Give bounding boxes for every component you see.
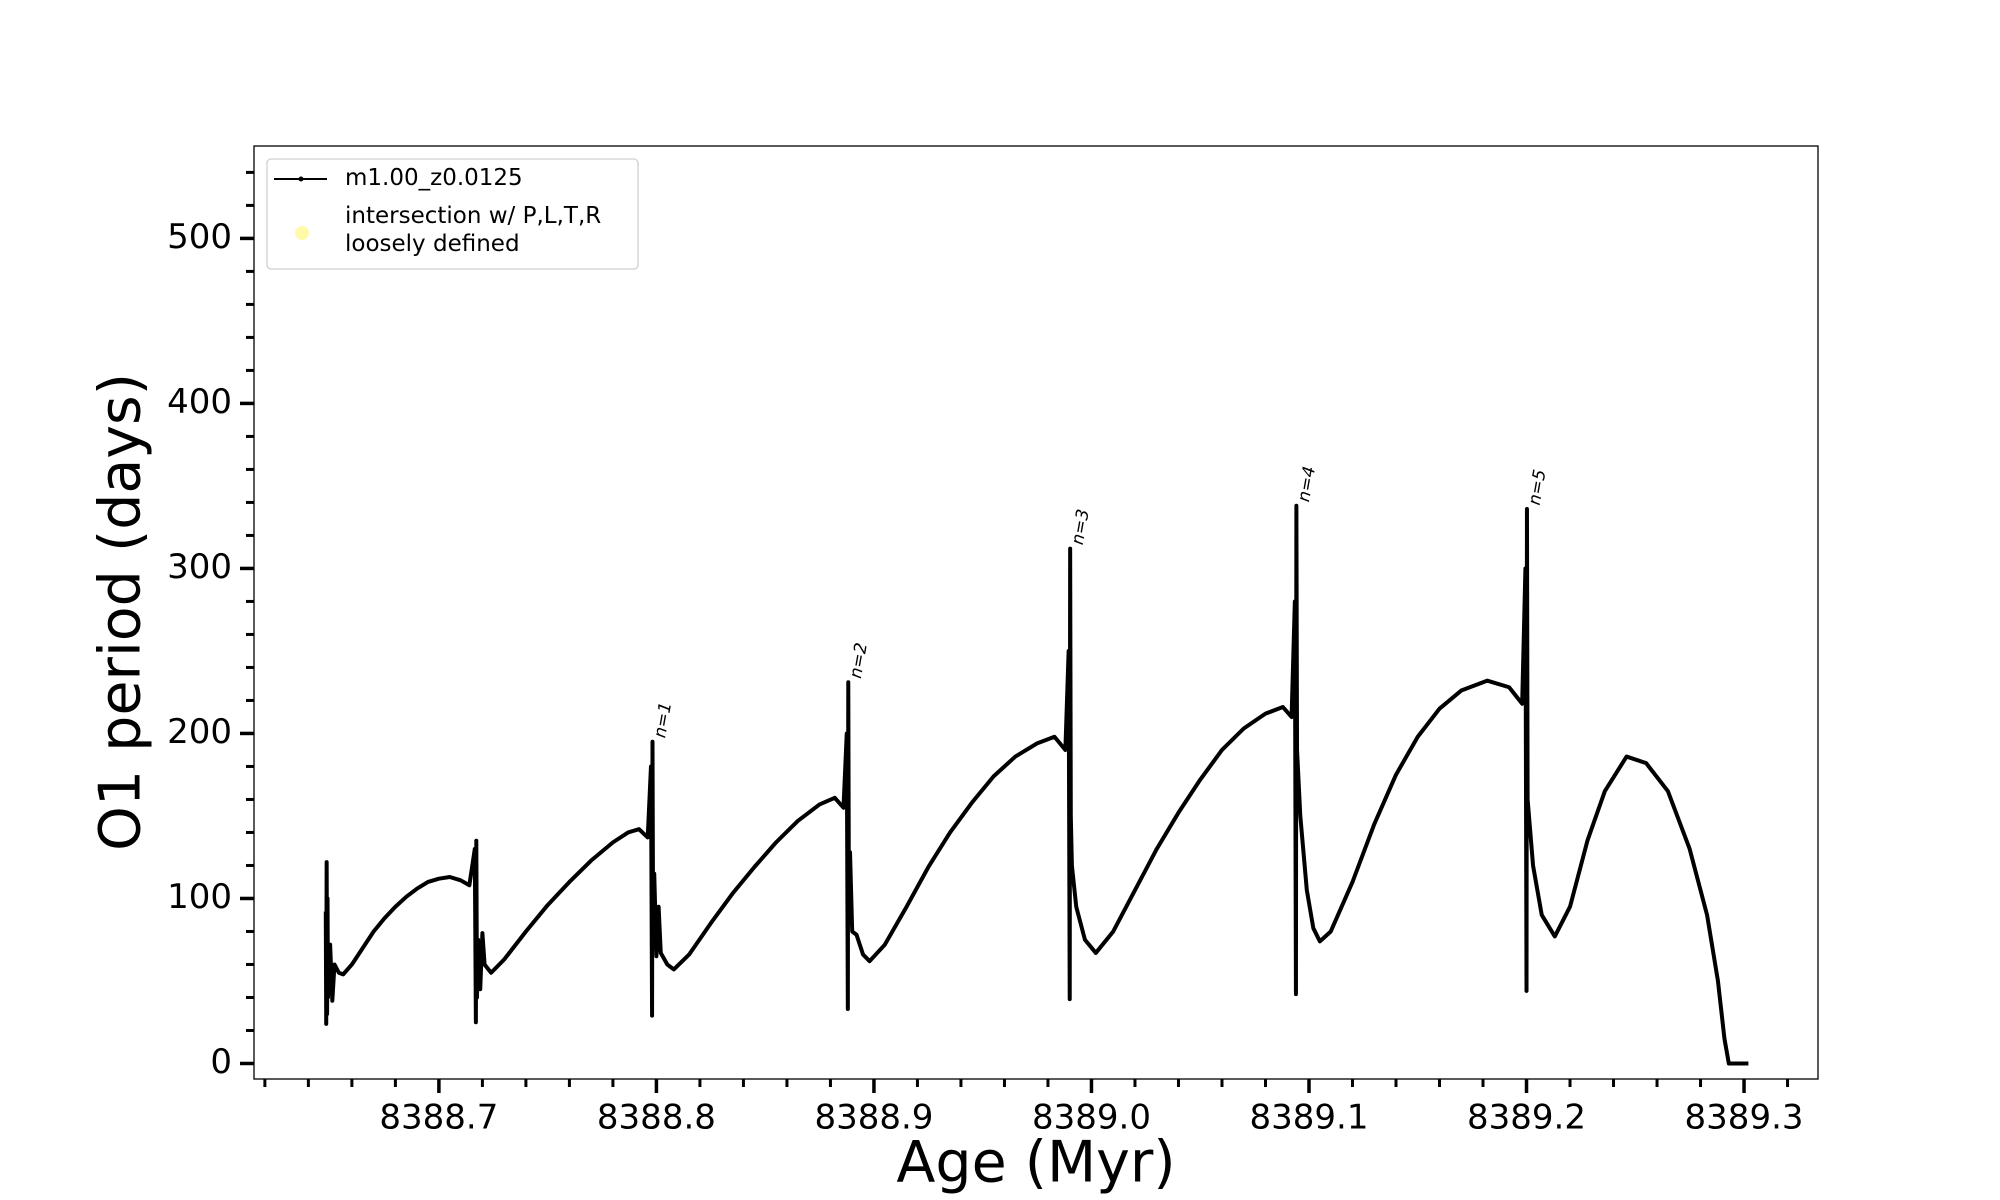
y-axis-label: O1 period (days) [88,373,154,851]
y-tick-label: 500 [167,217,232,257]
legend: m1.00_z0.0125 intersection w/ P,L,T,R loo… [266,158,639,270]
legend-entry: intersection w/ P,L,T,R loosely defined [345,203,602,257]
y-tick-label: 200 [167,712,232,752]
plot-frame [253,145,1819,1080]
legend-label: m1.00_z0.0125 [345,165,523,191]
legend-box [266,158,639,270]
x-tick-label: 8389.1 [1250,1098,1369,1138]
y-tick-label: 0 [210,1042,232,1082]
legend-dot [298,176,304,182]
x-tick-label: 8389.3 [1685,1098,1804,1138]
x-tick-label: 8388.7 [379,1098,498,1138]
x-tick-label: 8388.9 [814,1098,933,1138]
x-tick-label: 8388.8 [597,1098,716,1138]
y-tick-label: 400 [167,382,232,422]
x-tick-label: 8389.2 [1467,1098,1586,1138]
y-tick-label: 100 [167,877,232,917]
legend-label: intersection w/ P,L,T,R loosely defined [345,203,602,257]
legend-marker [295,226,309,240]
x-axis-label: Age (Myr) [896,1130,1175,1196]
y-tick-label: 300 [167,547,232,587]
data-line [323,503,1749,1066]
legend-entry: m1.00_z0.0125 [345,165,523,191]
x-tick-label: 8389.0 [1032,1098,1151,1138]
